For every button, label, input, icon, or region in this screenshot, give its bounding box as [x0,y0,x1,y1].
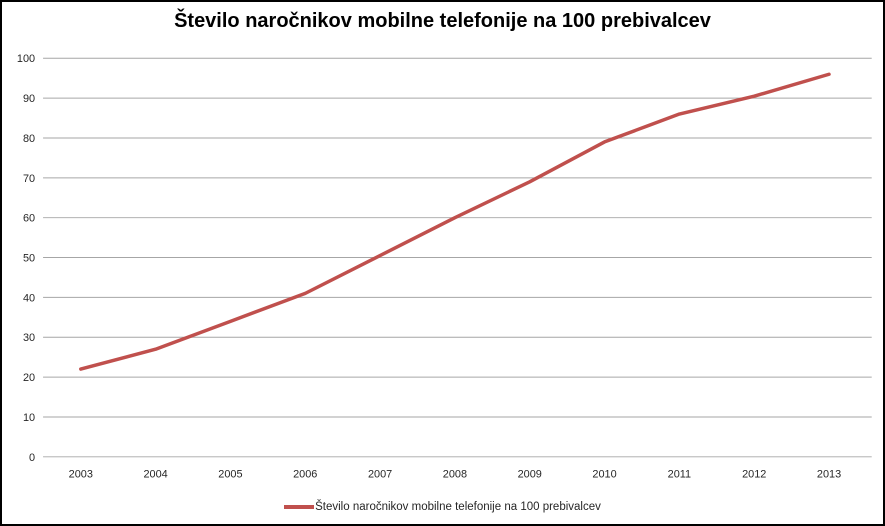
x-tick-label: 2013 [817,468,841,480]
x-tick-label: 2009 [518,468,542,480]
legend-line-marker [284,505,315,509]
x-tick-label: 2003 [69,468,93,480]
y-tick-label: 60 [23,213,35,225]
x-tick-label: 2008 [443,468,467,480]
y-tick-label: 50 [23,253,35,265]
y-tick-label: 10 [23,412,35,424]
y-tick-label: 100 [17,53,35,65]
x-tick-label: 2004 [143,468,167,480]
chart-title: Število naročnikov mobilne telefonije na… [174,10,711,32]
y-tick-label: 70 [23,173,35,185]
x-tick-label: 2006 [293,468,317,480]
series-line [79,72,831,371]
legend-label: Število naročnikov mobilne telefonije na… [315,501,601,513]
x-tick-label: 2007 [368,468,392,480]
y-tick-label: 40 [23,292,35,304]
y-tick-label: 30 [23,332,35,344]
y-tick-label: 80 [23,133,35,145]
x-tick-label: 2012 [742,468,766,480]
legend: Število naročnikov mobilne telefonije na… [2,501,883,513]
y-tick-label: 0 [29,452,35,464]
y-tick-label: 20 [23,372,35,384]
x-tick-label: 2011 [668,468,691,480]
y-tick-label: 90 [23,93,35,105]
x-tick-label: 2010 [592,468,616,480]
x-tick-label: 2005 [218,468,242,480]
